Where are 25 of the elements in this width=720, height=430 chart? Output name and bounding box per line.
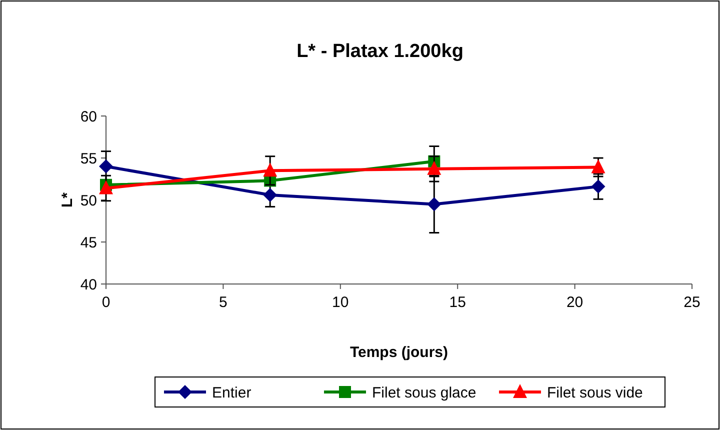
point: [427, 160, 442, 175]
legend-label: Entier: [212, 384, 252, 402]
x-tick-label: 5: [219, 294, 228, 311]
point: [99, 159, 113, 174]
point: [263, 188, 278, 202]
x-tick-label: 25: [684, 294, 700, 311]
y-tick-label: 50: [80, 192, 97, 210]
point: [263, 162, 278, 177]
y-tick-label: 55: [80, 150, 97, 168]
x-tick-label: 10: [332, 294, 349, 311]
y-tick-label: 45: [80, 234, 97, 252]
x-axis-title: Temps (jours): [350, 344, 448, 361]
y-tick-label: 40: [80, 276, 97, 294]
x-tick-label: 15: [449, 294, 466, 311]
x-tick-label: 20: [566, 294, 584, 311]
point: [591, 159, 606, 174]
y-axis-title: L*: [59, 192, 76, 208]
point: [427, 197, 442, 212]
y-tick-label: 60: [80, 108, 97, 126]
x-tick-label: 0: [102, 294, 110, 311]
legend-label: Filet sous vide: [547, 384, 643, 402]
chart-title: L* - Platax 1.200kg: [296, 41, 464, 62]
point: [99, 180, 113, 194]
point: [591, 180, 606, 194]
legend-label: Filet sous glace: [372, 384, 476, 402]
